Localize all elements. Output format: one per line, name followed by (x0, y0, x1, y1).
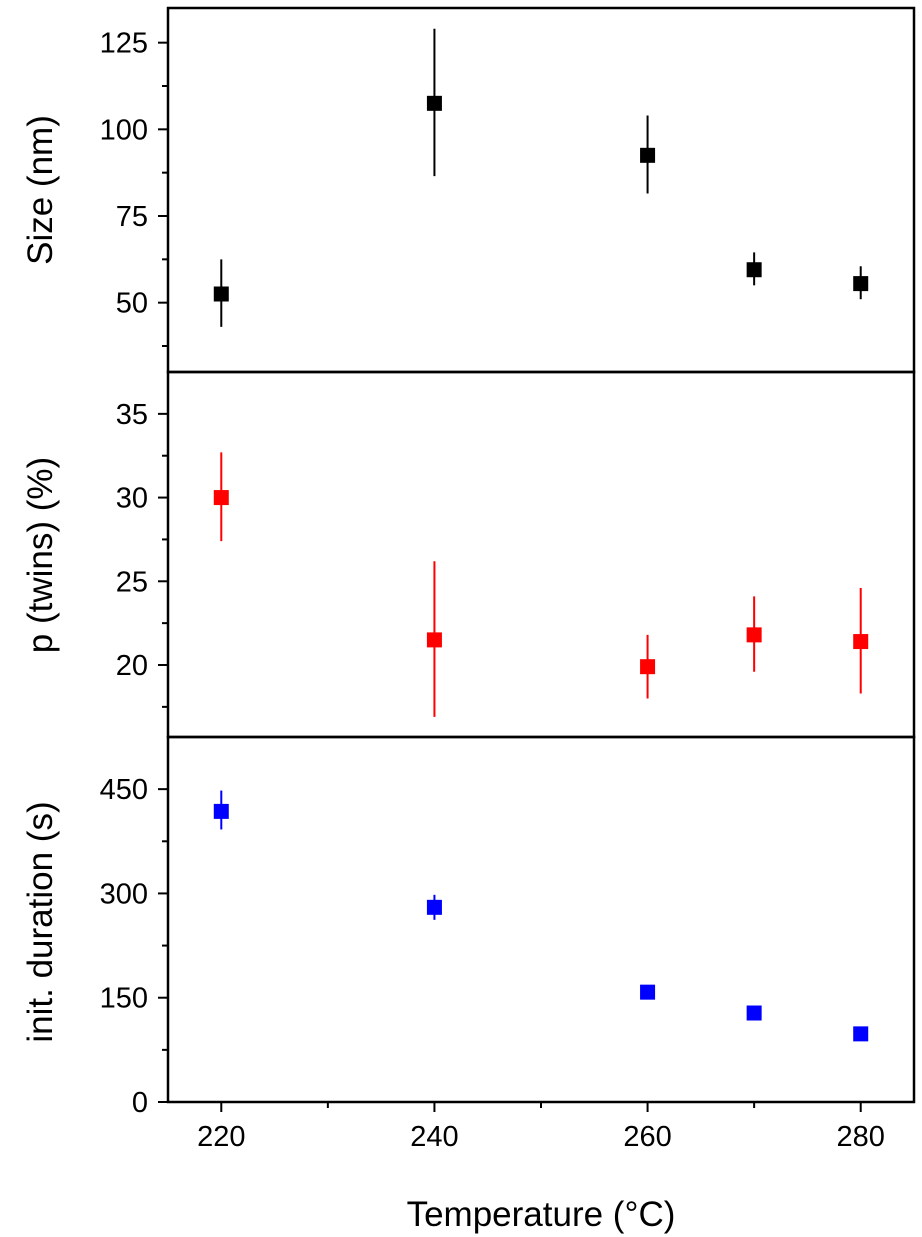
x-tick-label: 280 (837, 1121, 885, 1153)
data-point (426, 899, 442, 915)
panel-frame (166, 370, 916, 739)
data-point (426, 632, 442, 648)
y-tick-label: 20 (116, 650, 148, 682)
y-tick-label: 25 (116, 566, 148, 598)
data-point (426, 95, 442, 111)
data-point (853, 1026, 869, 1042)
y-tick-label: 125 (100, 28, 148, 60)
y-tick-label: 50 (116, 288, 148, 320)
data-point (213, 490, 229, 506)
data-point (746, 262, 762, 278)
data-point (853, 276, 869, 292)
data-point (853, 634, 869, 650)
xlabel-temperature: Temperature (°C) (407, 1195, 676, 1234)
data-point (213, 286, 229, 302)
data-point (746, 1005, 762, 1021)
y-tick-label: 0 (132, 1087, 148, 1119)
y-tick-label: 30 (116, 483, 148, 515)
x-tick-label: 240 (410, 1121, 458, 1153)
data-point (213, 803, 229, 819)
ylabel-size: Size (nm) (21, 115, 60, 265)
y-tick-label: 75 (116, 201, 148, 233)
ylabel-duration: init. duration (s) (21, 801, 60, 1042)
data-point (640, 984, 656, 1000)
x-tick-label: 220 (197, 1121, 245, 1153)
data-point (640, 147, 656, 163)
panel-duration: 0 150 300 450 220 240 260 280 (100, 735, 916, 1153)
y-tick-label: 300 (100, 878, 148, 910)
y-tick-label: 35 (116, 399, 148, 431)
y-tick-label: 100 (100, 114, 148, 146)
y-tick-label: 450 (100, 774, 148, 806)
data-point (640, 659, 656, 675)
panel-twins: 20 25 30 35 (116, 370, 916, 739)
panel-size: 50 75 100 125 (100, 6, 916, 374)
panel-frame (166, 6, 916, 374)
data-point (746, 627, 762, 643)
ylabel-twins: p (twins) (%) (21, 457, 60, 653)
y-tick-label: 150 (100, 983, 148, 1015)
panel-frame (166, 735, 916, 1104)
x-tick-label: 260 (623, 1121, 671, 1153)
